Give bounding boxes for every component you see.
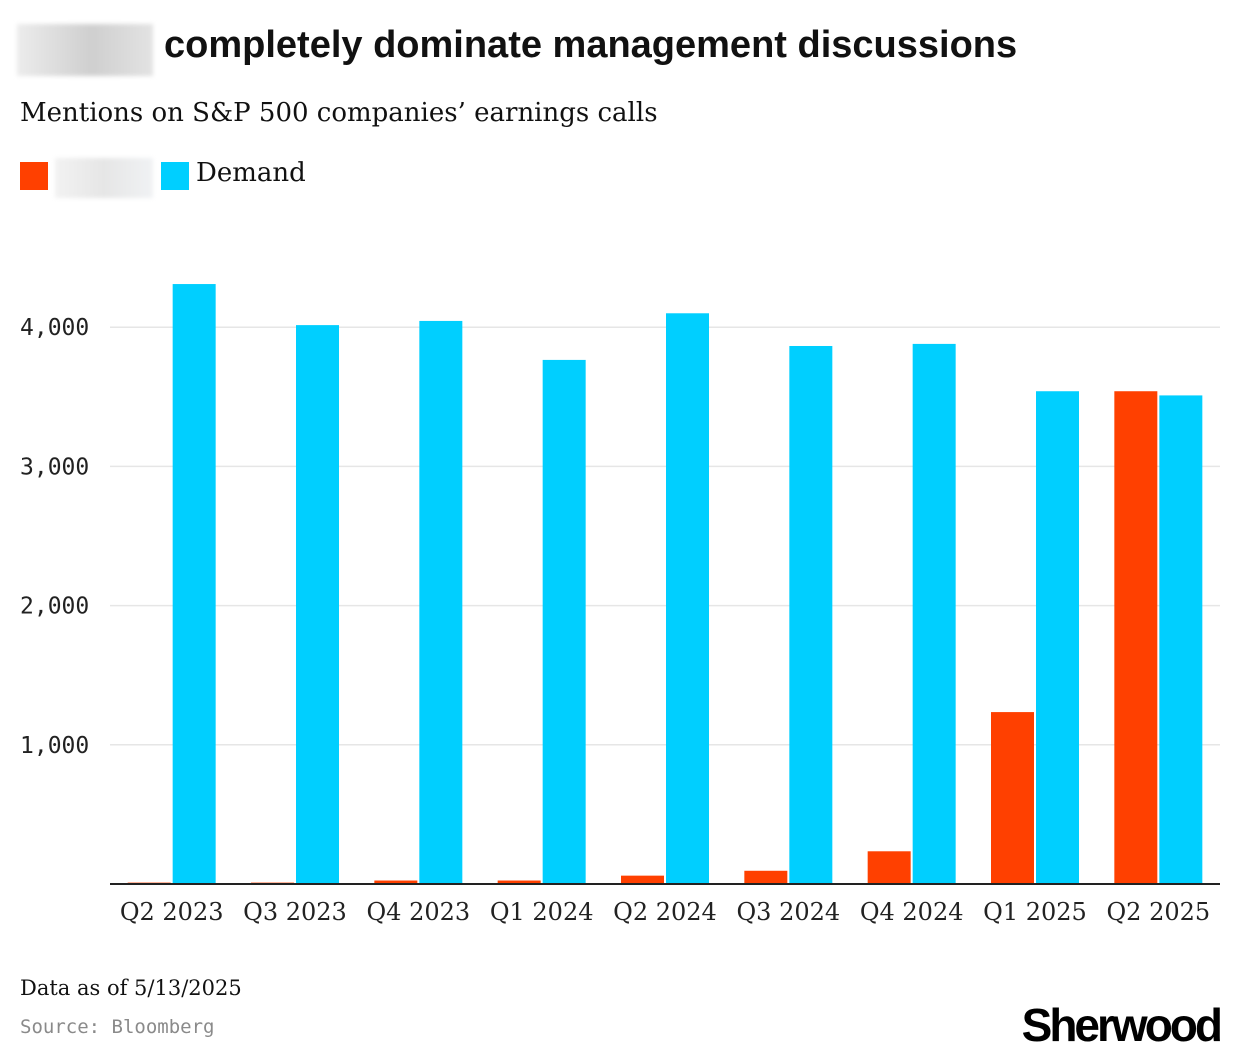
brand-logo: Sherwood bbox=[1021, 999, 1223, 1051]
bar-demand bbox=[666, 313, 709, 884]
bar-redacted bbox=[867, 851, 911, 884]
legend-swatch-demand bbox=[161, 162, 189, 190]
bar-redacted bbox=[991, 712, 1034, 884]
chart-title: completely dominate management discussio… bbox=[164, 24, 1018, 66]
y-tick-label: 4,000 bbox=[20, 315, 89, 341]
redacted-legend-label bbox=[55, 158, 153, 198]
x-tick-label: Q3 2023 bbox=[243, 898, 347, 926]
y-tick-label: 2,000 bbox=[20, 594, 89, 620]
bar-redacted bbox=[374, 880, 418, 884]
chart-subtitle: Mentions on S&P 500 companies’ earnings … bbox=[20, 98, 658, 128]
x-tick-label: Q2 2025 bbox=[1107, 898, 1211, 926]
gridlines bbox=[110, 326, 1220, 746]
x-tick-label: Q1 2025 bbox=[983, 898, 1087, 926]
x-tick-label: Q2 2024 bbox=[613, 898, 717, 926]
bar-demand bbox=[172, 284, 216, 885]
data-note: Data as of 5/13/2025 bbox=[20, 976, 242, 1000]
bar-demand bbox=[542, 359, 586, 884]
axes: 1,000 2,000 3,000 4,000 Q2 2023 Q3 2023 Q4 202… bbox=[20, 315, 1220, 926]
bar-demand bbox=[296, 325, 339, 884]
y-tick-label: 3,000 bbox=[20, 454, 89, 480]
x-tick-label: Q1 2024 bbox=[490, 898, 594, 926]
bar-demand bbox=[1159, 395, 1203, 884]
bar-demand bbox=[912, 343, 956, 884]
bar-demand bbox=[419, 320, 463, 884]
legend-swatch-redacted bbox=[20, 162, 48, 190]
bar-demand bbox=[789, 345, 833, 884]
bars bbox=[127, 284, 1203, 885]
bar-redacted bbox=[744, 870, 788, 884]
source-note: Source: Bloomberg bbox=[20, 1016, 215, 1038]
x-tick-label: Q3 2024 bbox=[737, 898, 841, 926]
x-tick-label: Q4 2024 bbox=[860, 898, 964, 926]
bar-redacted bbox=[497, 880, 541, 884]
bar-redacted bbox=[621, 875, 664, 884]
y-tick-label: 1,000 bbox=[20, 733, 89, 759]
x-tick-label: Q2 2023 bbox=[120, 898, 224, 926]
redacted-title-word bbox=[17, 24, 153, 76]
x-tick-label: Q4 2023 bbox=[367, 898, 471, 926]
legend-label-demand: Demand bbox=[196, 158, 306, 188]
bar-redacted bbox=[1114, 391, 1158, 884]
bar-demand bbox=[1036, 391, 1079, 884]
